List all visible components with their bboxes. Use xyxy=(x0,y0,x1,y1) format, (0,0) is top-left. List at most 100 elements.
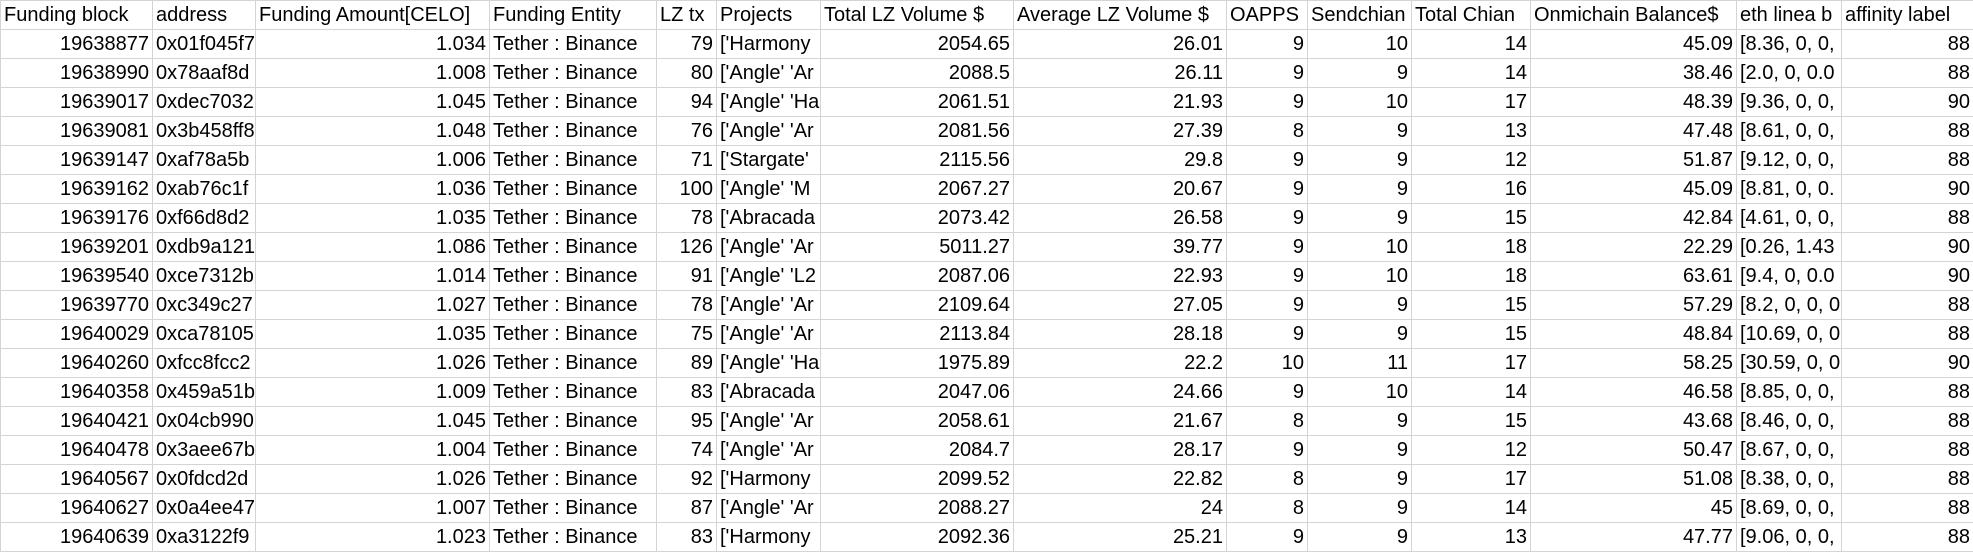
cell-onmichain-balance[interactable]: 50.47 xyxy=(1531,436,1737,465)
cell-affinity-label[interactable]: 88 xyxy=(1842,59,1973,88)
cell-address[interactable]: 0x3aee67b xyxy=(153,436,256,465)
cell-funding-entity[interactable]: Tether : Binance xyxy=(490,204,657,233)
cell-affinity-label[interactable]: 90 xyxy=(1842,88,1973,117)
column-header-funding-entity[interactable]: Funding Entity xyxy=(490,1,657,30)
cell-eth-linea-b[interactable]: [9.12, 0, 0, xyxy=(1737,146,1842,175)
cell-funding-entity[interactable]: Tether : Binance xyxy=(490,59,657,88)
cell-average-lz-volume[interactable]: 20.67 xyxy=(1014,175,1227,204)
cell-total-chian[interactable]: 14 xyxy=(1412,30,1531,59)
cell-lz-tx[interactable]: 94 xyxy=(657,88,717,117)
cell-average-lz-volume[interactable]: 39.77 xyxy=(1014,233,1227,262)
cell-total-lz-volume[interactable]: 2088.5 xyxy=(821,59,1014,88)
cell-average-lz-volume[interactable]: 27.39 xyxy=(1014,117,1227,146)
column-header-address[interactable]: address xyxy=(153,1,256,30)
cell-eth-linea-b[interactable]: [8.81, 0, 0. xyxy=(1737,175,1842,204)
cell-total-lz-volume[interactable]: 2084.7 xyxy=(821,436,1014,465)
cell-funding-amount[interactable]: 1.004 xyxy=(256,436,490,465)
cell-onmichain-balance[interactable]: 42.84 xyxy=(1531,204,1737,233)
cell-lz-tx[interactable]: 83 xyxy=(657,523,717,552)
cell-eth-linea-b[interactable]: [10.69, 0, 0 xyxy=(1737,320,1842,349)
column-header-onmichain-balance[interactable]: Onmichain Balance$ xyxy=(1531,1,1737,30)
cell-lz-tx[interactable]: 79 xyxy=(657,30,717,59)
cell-affinity-label[interactable]: 88 xyxy=(1842,465,1973,494)
cell-funding-block[interactable]: 19639147 xyxy=(1,146,153,175)
cell-total-lz-volume[interactable]: 2054.65 xyxy=(821,30,1014,59)
cell-lz-tx[interactable]: 80 xyxy=(657,59,717,88)
cell-funding-amount[interactable]: 1.008 xyxy=(256,59,490,88)
cell-total-chian[interactable]: 15 xyxy=(1412,204,1531,233)
cell-total-chian[interactable]: 14 xyxy=(1412,494,1531,523)
cell-affinity-label[interactable]: 88 xyxy=(1842,320,1973,349)
cell-oapps[interactable]: 9 xyxy=(1227,30,1308,59)
cell-oapps[interactable]: 9 xyxy=(1227,59,1308,88)
cell-eth-linea-b[interactable]: [9.36, 0, 0, xyxy=(1737,88,1842,117)
cell-eth-linea-b[interactable]: [9.06, 0, 0, xyxy=(1737,523,1842,552)
cell-address[interactable]: 0xab76c1f xyxy=(153,175,256,204)
cell-oapps[interactable]: 8 xyxy=(1227,494,1308,523)
cell-sendchian[interactable]: 9 xyxy=(1308,436,1412,465)
cell-onmichain-balance[interactable]: 48.39 xyxy=(1531,88,1737,117)
cell-funding-entity[interactable]: Tether : Binance xyxy=(490,262,657,291)
cell-funding-amount[interactable]: 1.026 xyxy=(256,349,490,378)
cell-sendchian[interactable]: 9 xyxy=(1308,146,1412,175)
cell-projects[interactable]: ['Stargate' xyxy=(717,146,821,175)
cell-affinity-label[interactable]: 90 xyxy=(1842,349,1973,378)
cell-funding-amount[interactable]: 1.007 xyxy=(256,494,490,523)
cell-projects[interactable]: ['Angle' 'Ar xyxy=(717,59,821,88)
cell-eth-linea-b[interactable]: [8.69, 0, 0, xyxy=(1737,494,1842,523)
cell-total-lz-volume[interactable]: 2087.06 xyxy=(821,262,1014,291)
cell-sendchian[interactable]: 9 xyxy=(1308,59,1412,88)
cell-funding-block[interactable]: 19639162 xyxy=(1,175,153,204)
column-header-funding-block[interactable]: Funding block xyxy=(1,1,153,30)
cell-address[interactable]: 0x3b458ff8 xyxy=(153,117,256,146)
cell-eth-linea-b[interactable]: [8.85, 0, 0, xyxy=(1737,378,1842,407)
cell-funding-amount[interactable]: 1.023 xyxy=(256,523,490,552)
cell-funding-block[interactable]: 19640567 xyxy=(1,465,153,494)
cell-average-lz-volume[interactable]: 22.82 xyxy=(1014,465,1227,494)
cell-projects[interactable]: ['Angle' 'Ha xyxy=(717,349,821,378)
cell-projects[interactable]: ['Harmony xyxy=(717,523,821,552)
cell-affinity-label[interactable]: 88 xyxy=(1842,494,1973,523)
cell-eth-linea-b[interactable]: [8.67, 0, 0, xyxy=(1737,436,1842,465)
cell-projects[interactable]: ['Abracada xyxy=(717,378,821,407)
cell-funding-block[interactable]: 19638877 xyxy=(1,30,153,59)
cell-funding-entity[interactable]: Tether : Binance xyxy=(490,291,657,320)
cell-funding-entity[interactable]: Tether : Binance xyxy=(490,88,657,117)
cell-lz-tx[interactable]: 76 xyxy=(657,117,717,146)
cell-eth-linea-b[interactable]: [9.4, 0, 0.0 xyxy=(1737,262,1842,291)
cell-funding-block[interactable]: 19639176 xyxy=(1,204,153,233)
cell-sendchian[interactable]: 9 xyxy=(1308,465,1412,494)
cell-funding-amount[interactable]: 1.086 xyxy=(256,233,490,262)
cell-total-chian[interactable]: 14 xyxy=(1412,378,1531,407)
cell-lz-tx[interactable]: 83 xyxy=(657,378,717,407)
cell-average-lz-volume[interactable]: 26.58 xyxy=(1014,204,1227,233)
cell-eth-linea-b[interactable]: [8.38, 0, 0, xyxy=(1737,465,1842,494)
cell-affinity-label[interactable]: 88 xyxy=(1842,204,1973,233)
cell-sendchian[interactable]: 9 xyxy=(1308,291,1412,320)
cell-address[interactable]: 0x0fdcd2d xyxy=(153,465,256,494)
cell-total-chian[interactable]: 13 xyxy=(1412,523,1531,552)
cell-total-lz-volume[interactable]: 2067.27 xyxy=(821,175,1014,204)
cell-affinity-label[interactable]: 88 xyxy=(1842,523,1973,552)
cell-onmichain-balance[interactable]: 43.68 xyxy=(1531,407,1737,436)
cell-projects[interactable]: ['Abracada xyxy=(717,204,821,233)
cell-oapps[interactable]: 9 xyxy=(1227,146,1308,175)
cell-average-lz-volume[interactable]: 22.93 xyxy=(1014,262,1227,291)
cell-lz-tx[interactable]: 126 xyxy=(657,233,717,262)
cell-funding-entity[interactable]: Tether : Binance xyxy=(490,175,657,204)
cell-onmichain-balance[interactable]: 51.08 xyxy=(1531,465,1737,494)
cell-sendchian[interactable]: 9 xyxy=(1308,117,1412,146)
cell-funding-block[interactable]: 19638990 xyxy=(1,59,153,88)
cell-average-lz-volume[interactable]: 25.21 xyxy=(1014,523,1227,552)
column-header-average-lz-volume[interactable]: Average LZ Volume $ xyxy=(1014,1,1227,30)
cell-lz-tx[interactable]: 78 xyxy=(657,204,717,233)
cell-funding-block[interactable]: 19640627 xyxy=(1,494,153,523)
cell-average-lz-volume[interactable]: 24.66 xyxy=(1014,378,1227,407)
cell-funding-block[interactable]: 19640421 xyxy=(1,407,153,436)
cell-funding-block[interactable]: 19640260 xyxy=(1,349,153,378)
cell-projects[interactable]: ['Angle' 'Ar xyxy=(717,233,821,262)
cell-oapps[interactable]: 9 xyxy=(1227,175,1308,204)
cell-total-chian[interactable]: 14 xyxy=(1412,59,1531,88)
cell-average-lz-volume[interactable]: 29.8 xyxy=(1014,146,1227,175)
cell-funding-block[interactable]: 19640029 xyxy=(1,320,153,349)
